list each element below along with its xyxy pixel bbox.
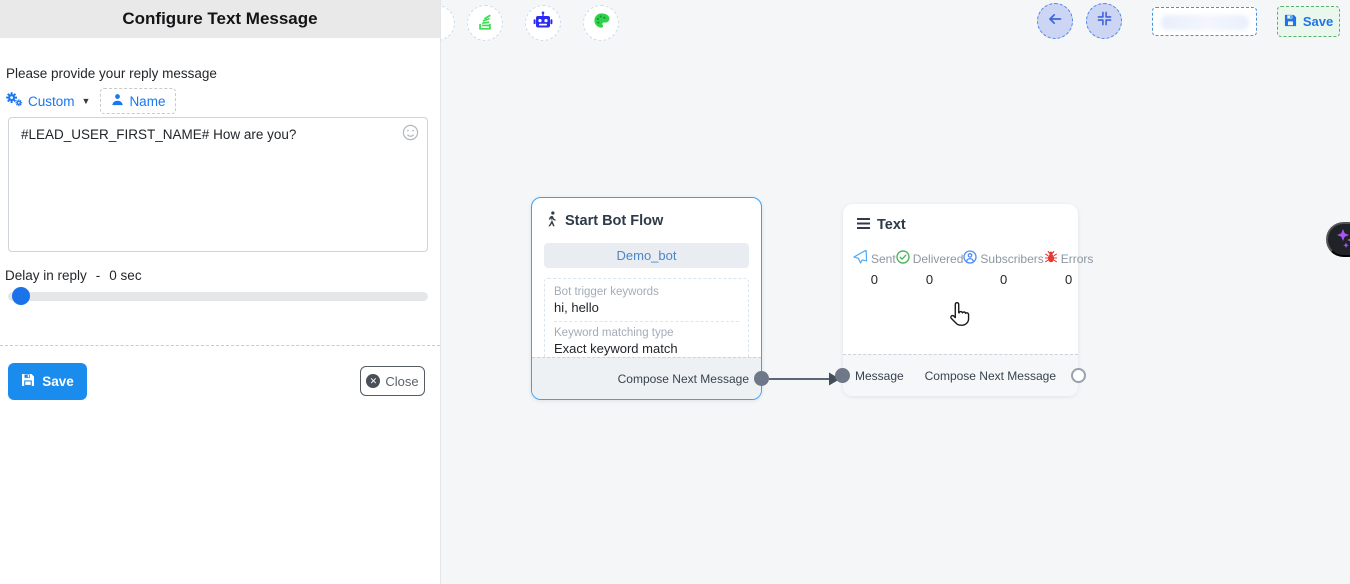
reply-message-prompt: Please provide your reply message (6, 66, 217, 81)
flow-save-label: Save (1302, 14, 1334, 29)
save-button[interactable]: Save (8, 363, 87, 400)
delay-label: Delay in reply (5, 268, 87, 283)
bot-name-pill[interactable]: Demo_bot (544, 243, 749, 268)
close-button[interactable]: ✕ Close (360, 366, 425, 396)
toolbar-button-hidden[interactable] (441, 5, 455, 41)
stat-sent-label: Sent (871, 251, 896, 266)
close-button-label: Close (385, 373, 419, 389)
stat-delivered-value: 0 (925, 272, 934, 287)
user-circle-icon (963, 250, 978, 267)
text-node-title: Text (877, 217, 906, 233)
configure-panel: Configure Text Message Please provide yo… (0, 0, 441, 584)
flow-canvas[interactable]: Save Start Bot Flow Demo_bot Bot trigger… (441, 0, 1350, 584)
palette-icon (592, 11, 611, 35)
bug-icon (1044, 250, 1058, 267)
stat-subscribers-value: 0 (999, 272, 1008, 287)
trigger-info-box: Bot trigger keywords hi, hello Keyword m… (544, 278, 749, 365)
message-editor: #LEAD_USER_FIRST_NAME# How are you? (8, 117, 428, 252)
close-icon: ✕ (366, 374, 381, 388)
delay-in-reply-row: Delay in reply - 0 sec (5, 268, 142, 283)
panel-separator (0, 345, 440, 346)
output-port[interactable] (1071, 368, 1086, 383)
stat-sent-value: 0 (870, 272, 878, 287)
ai-assistant-button[interactable] (1326, 222, 1350, 257)
delay-dash: - (95, 268, 101, 283)
delay-slider-track[interactable] (8, 287, 428, 305)
person-icon (111, 93, 124, 109)
compose-next-message-label: Compose Next Message (617, 371, 749, 386)
stats-row: Sent 0 Delivered 0 (843, 249, 1093, 287)
stat-errors-label: Errors (1060, 251, 1094, 266)
start-bot-flow-node[interactable]: Start Bot Flow Demo_bot Bot trigger keyw… (531, 197, 769, 400)
floppy-icon (1284, 14, 1297, 30)
walking-person-icon (546, 211, 558, 231)
start-node-title: Start Bot Flow (565, 213, 664, 229)
stat-errors: Errors 0 (1044, 250, 1094, 287)
delay-value: 0 sec (109, 268, 142, 283)
stat-subscribers-label: Subscribers (980, 251, 1044, 266)
stat-subscribers: Subscribers 0 (963, 250, 1044, 287)
toolbar-button-stack[interactable] (467, 5, 503, 41)
input-port[interactable] (835, 368, 850, 383)
custom-dropdown-button[interactable]: Custom ▼ (6, 92, 90, 110)
blurred-text (1161, 15, 1249, 30)
info-divider (554, 321, 739, 322)
sparkles-icon (1335, 227, 1350, 252)
send-icon (853, 249, 868, 267)
trigger-keywords-label: Bot trigger keywords (554, 286, 659, 298)
page-title: Configure Text Message (122, 9, 318, 28)
floppy-icon (21, 373, 35, 390)
emoji-picker-icon[interactable] (401, 124, 419, 142)
matching-type-label: Keyword matching type (554, 327, 674, 339)
compress-icon (1097, 11, 1112, 31)
output-port[interactable] (754, 371, 769, 386)
flow-title-field[interactable] (1152, 7, 1257, 36)
start-node-header: Start Bot Flow (532, 198, 761, 231)
start-node-footer: Compose Next Message (532, 357, 769, 399)
personalization-token-row: Custom ▼ Name (6, 88, 177, 114)
arrow-left-icon (1047, 11, 1063, 32)
fit-view-button[interactable] (1086, 3, 1122, 39)
trigger-keywords-value: hi, hello (554, 300, 599, 315)
toolbar-button-bot[interactable] (525, 5, 561, 41)
name-token-button[interactable]: Name (100, 88, 177, 114)
chevron-down-icon: ▼ (81, 96, 91, 106)
compose-next-message-label: Compose Next Message (924, 368, 1056, 383)
hamburger-icon (857, 217, 870, 233)
save-button-label: Save (42, 374, 74, 389)
stack-icon (476, 12, 494, 35)
delay-slider-thumb[interactable] (12, 287, 30, 305)
stat-errors-value: 0 (1064, 272, 1073, 287)
stat-delivered-label: Delivered (912, 251, 964, 266)
panel-header: Configure Text Message (0, 0, 440, 38)
custom-dropdown-label: Custom (28, 93, 75, 109)
name-token-label: Name (129, 93, 166, 109)
gears-icon (6, 92, 23, 110)
stat-sent: Sent 0 (853, 249, 896, 287)
back-button[interactable] (1037, 3, 1073, 39)
text-node-footer: Message Compose Next Message (835, 354, 1086, 396)
text-node-header: Text (843, 204, 1078, 233)
toolbar-button-theme[interactable] (583, 5, 619, 41)
check-circle-icon (895, 250, 910, 267)
message-input-label: Message (855, 368, 904, 383)
matching-type-value: Exact keyword match (554, 341, 678, 356)
reply-message-input[interactable]: #LEAD_USER_FIRST_NAME# How are you? (8, 117, 428, 252)
robot-icon (533, 11, 553, 35)
flow-save-button[interactable]: Save (1277, 6, 1340, 37)
text-message-node[interactable]: Text Sent 0 (835, 204, 1093, 396)
stat-delivered: Delivered 0 (895, 250, 964, 287)
